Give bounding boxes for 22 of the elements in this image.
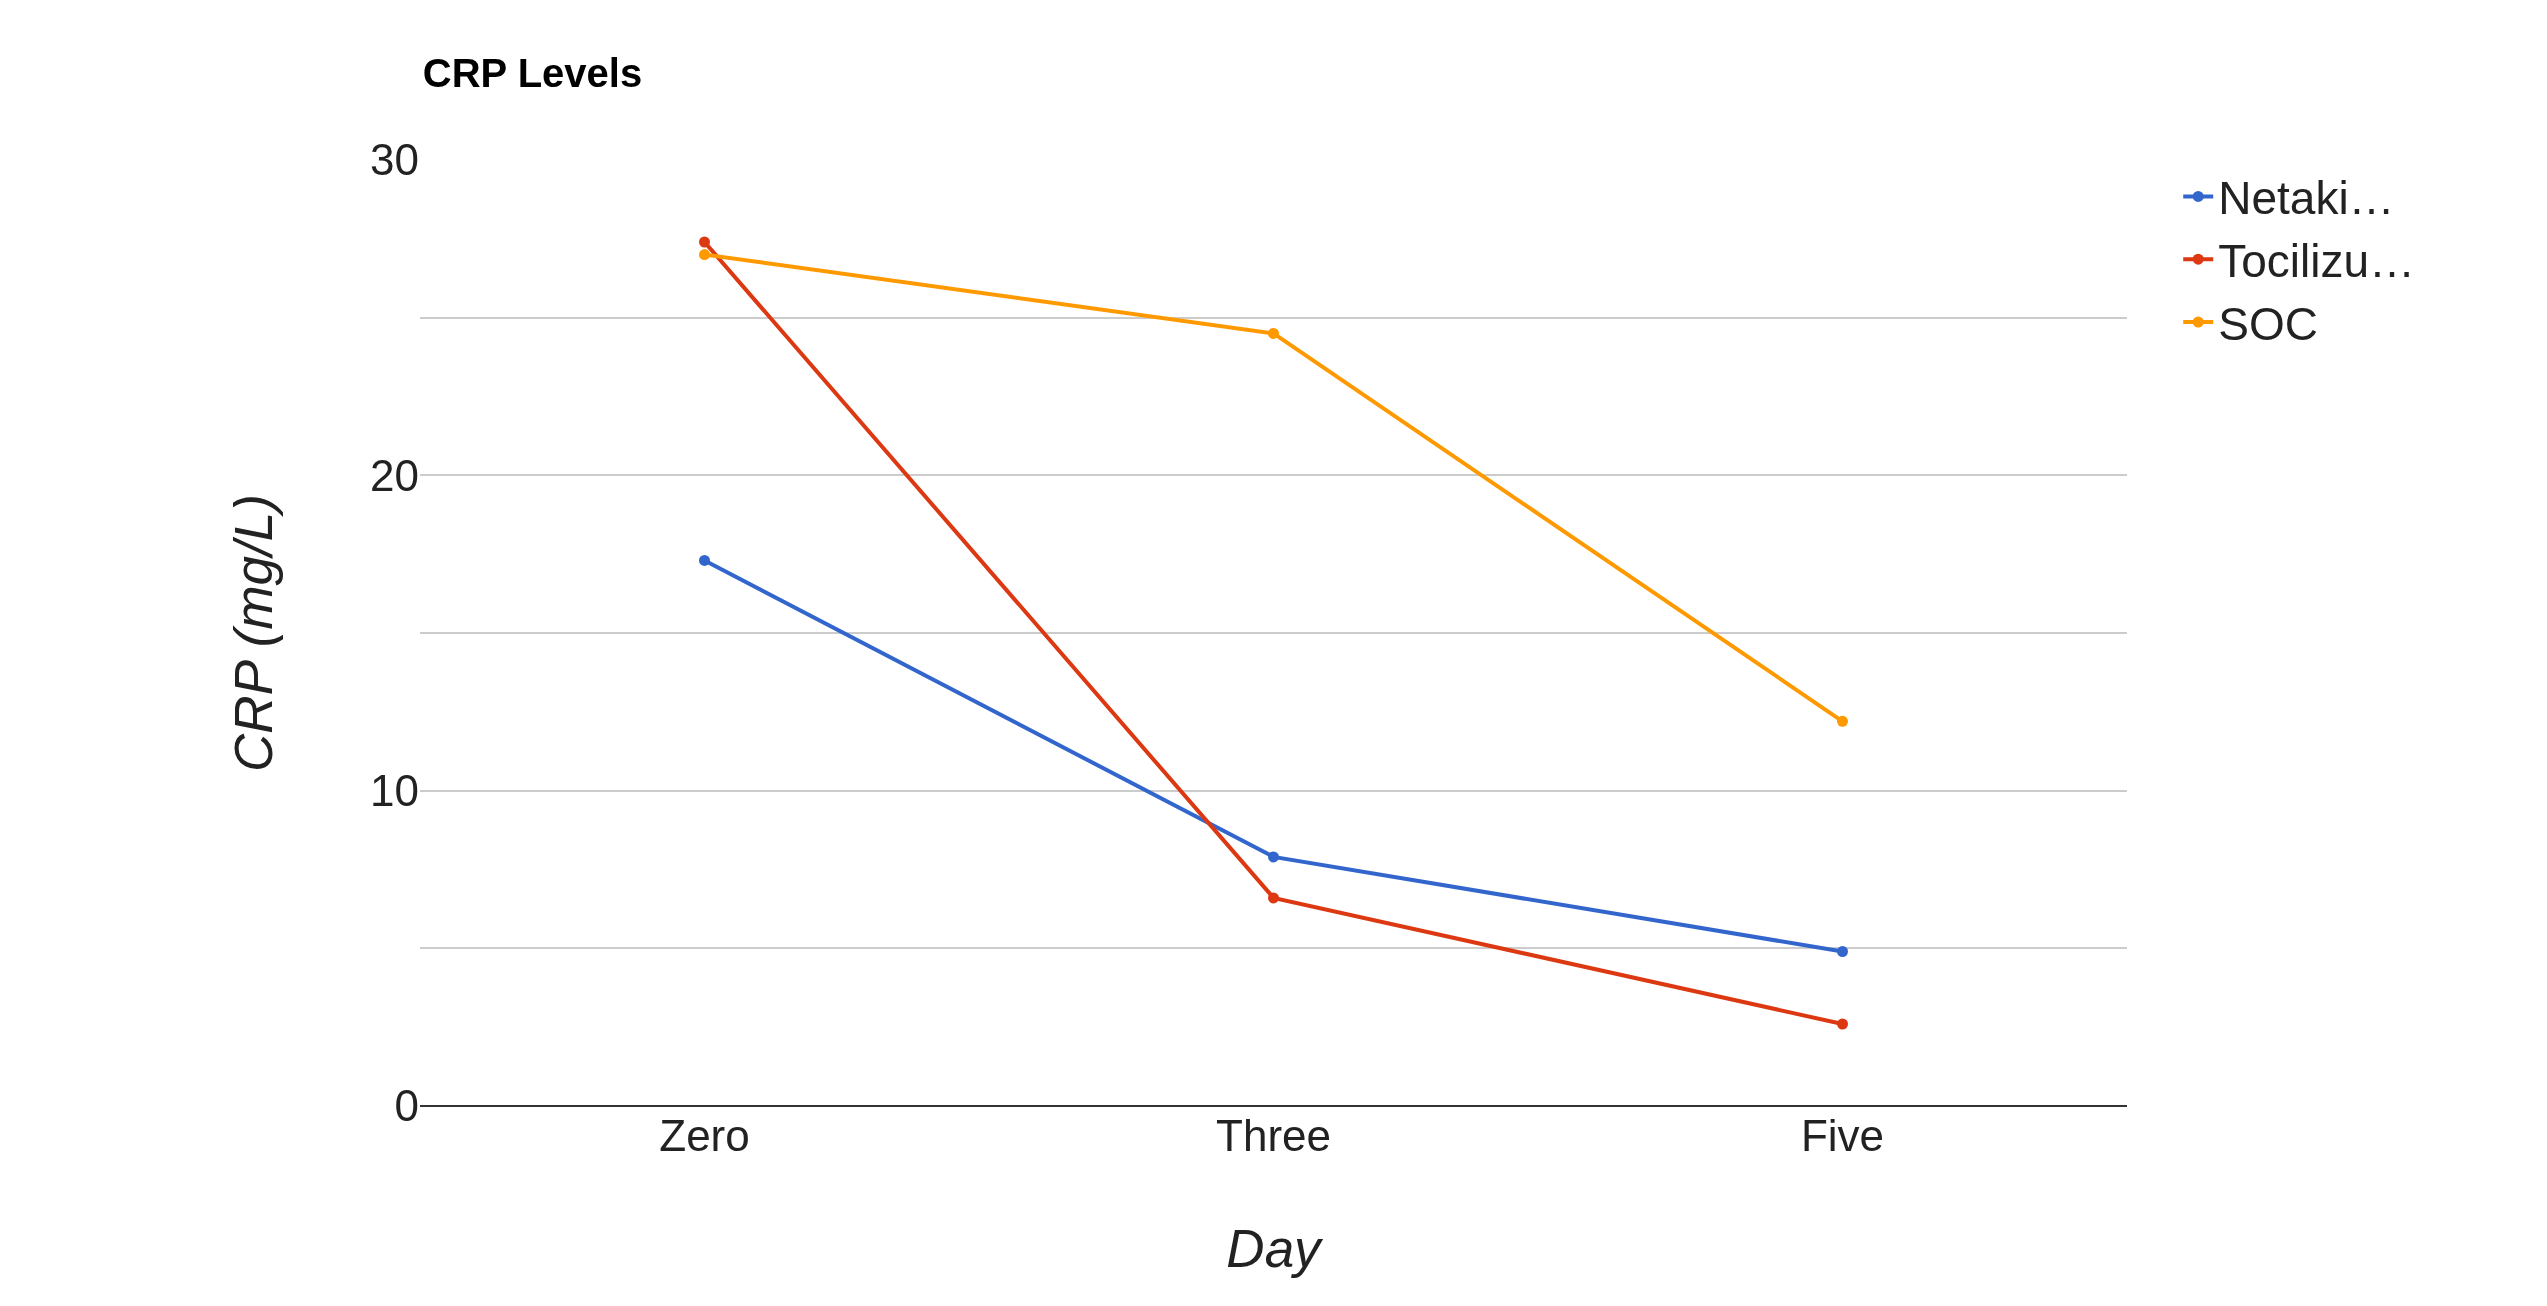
point <box>1837 715 1848 727</box>
point <box>1837 945 1848 957</box>
x-tick-label: Five <box>1800 1111 1885 1160</box>
x-tick-label: Three <box>1216 1111 1331 1160</box>
legend-label: SOC <box>2218 297 2318 350</box>
legend-label: Netaki… <box>2218 172 2395 225</box>
point <box>1268 327 1279 339</box>
point <box>1268 851 1279 863</box>
point <box>1268 892 1279 904</box>
y-tick-label: 20 <box>370 450 419 500</box>
legend-label: Tocilizu… <box>2218 235 2416 288</box>
y-tick-label: 10 <box>370 766 419 816</box>
y-tick-label: 0 <box>394 1081 419 1131</box>
y-axis-title: CRP (mg/L) <box>224 494 283 772</box>
chart-title: CRP Levels <box>422 50 643 95</box>
y-tick-label: 30 <box>370 135 419 185</box>
point <box>699 249 710 261</box>
point <box>699 554 710 566</box>
point <box>699 236 710 248</box>
point <box>1837 1018 1848 1030</box>
x-axis-title: Day <box>1226 1218 1325 1278</box>
x-tick-label: Zero <box>659 1111 750 1160</box>
